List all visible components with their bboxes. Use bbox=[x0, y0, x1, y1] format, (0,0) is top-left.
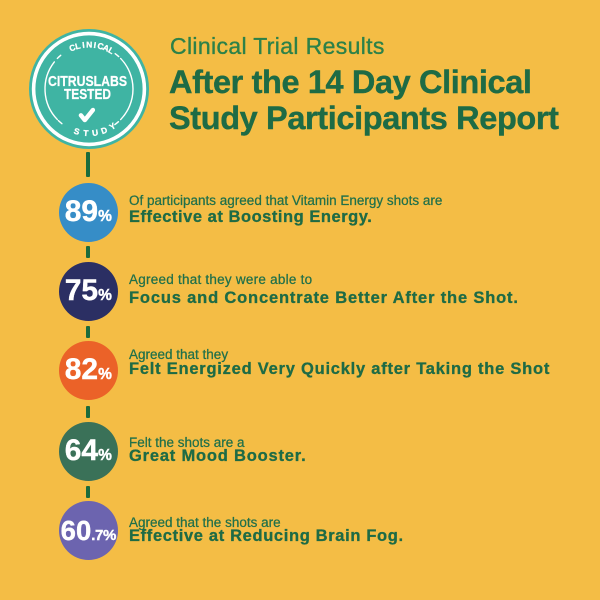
svg-text:A: A bbox=[101, 42, 110, 54]
svg-text:T: T bbox=[83, 128, 90, 138]
svg-text:L: L bbox=[74, 40, 81, 51]
svg-text:C: C bbox=[96, 40, 104, 51]
svg-text:U: U bbox=[91, 127, 98, 138]
svg-text:L: L bbox=[107, 45, 116, 56]
svg-text:N: N bbox=[86, 39, 92, 49]
svg-text:C: C bbox=[68, 42, 77, 54]
svg-text:Y: Y bbox=[107, 120, 117, 132]
svg-text:I: I bbox=[93, 40, 97, 50]
svg-text:I: I bbox=[82, 40, 86, 50]
svg-text:S: S bbox=[73, 126, 82, 137]
svg-text:TESTED: TESTED bbox=[64, 87, 111, 103]
svg-text:CITRUSLABS: CITRUSLABS bbox=[48, 74, 127, 90]
svg-text:D: D bbox=[100, 125, 109, 136]
